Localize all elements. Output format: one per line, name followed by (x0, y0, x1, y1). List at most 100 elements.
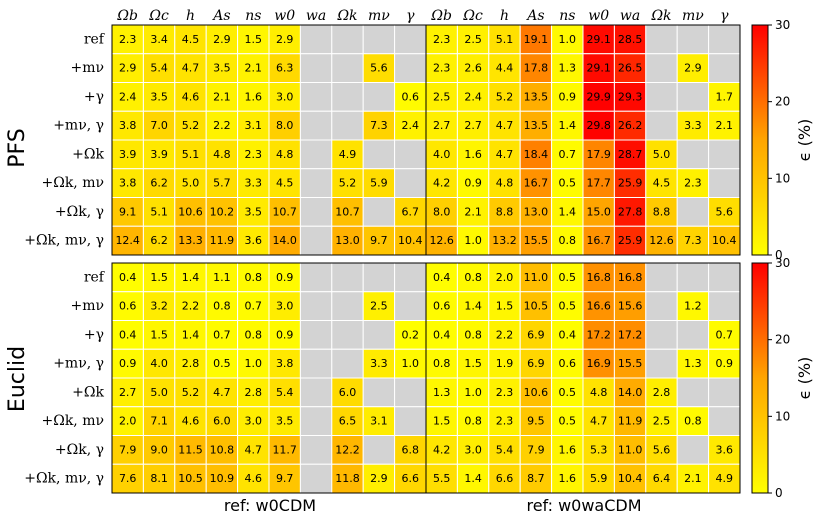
heatmap-cell (645, 262, 678, 293)
cell-value: 2.5 (464, 33, 482, 46)
cell-value: 4.7 (590, 415, 608, 428)
cell-value: 8.1 (150, 472, 168, 485)
column-label: Ωb (116, 8, 138, 24)
cell-value: 9.7 (276, 472, 294, 485)
cell-value: 6.4 (653, 472, 671, 485)
cell-value: 0.8 (684, 415, 702, 428)
colorbars: 0 10 20 30 ϵ (%) 0 10 20 30 ϵ (%) (751, 18, 814, 500)
heatmap-cell (519, 225, 553, 256)
heatmap-cell (111, 24, 144, 55)
heatmap-cell (488, 463, 521, 494)
heatmap-cell (331, 225, 364, 256)
cell-value: 3.6 (245, 234, 263, 247)
heatmap-cell (111, 435, 144, 465)
colorbar-pfs: 0 10 20 30 ϵ (%) (751, 18, 814, 262)
heatmap-cell (519, 406, 553, 436)
cell-value: 1.4 (464, 300, 482, 313)
colorbar-tick-label: 0 (775, 486, 783, 500)
heatmap-cell (331, 24, 364, 55)
heatmap-cell (299, 168, 333, 198)
heatmap-cell (582, 225, 615, 256)
heatmap-cell (111, 377, 144, 408)
heatmap-cell (551, 53, 584, 83)
cell-value: 3.3 (684, 119, 702, 132)
cell-value: 3.9 (119, 148, 137, 161)
heatmap-cell (645, 53, 678, 83)
heatmap-cell (174, 406, 207, 436)
heatmap-cell (708, 435, 741, 465)
column-label: w0 (274, 8, 295, 24)
heatmap-cell (142, 53, 176, 83)
heatmap-panels: 2.3 3.4 4.5 2.9 1.5 2.92.9 5.4 4.7 3.5 2.1 6.3 5.62… (111, 24, 741, 494)
cell-value: 13.5 (524, 90, 549, 103)
heatmap-cell (362, 463, 396, 494)
cell-value: 19.1 (524, 33, 549, 46)
cell-value: 1.7 (716, 90, 734, 103)
cell-value: 10.5 (524, 300, 549, 313)
cell-value: 16.7 (586, 234, 611, 247)
heatmap-cell (205, 82, 239, 112)
heatmap-cell (645, 320, 678, 350)
heatmap-cell (268, 53, 301, 83)
cell-value: 5.5 (433, 472, 451, 485)
cell-value: 8.0 (433, 205, 451, 218)
heatmap-cell (519, 262, 553, 293)
heatmap-cell (613, 406, 647, 436)
cell-value: 17.9 (586, 148, 611, 161)
cell-value: 3.8 (276, 357, 294, 370)
heatmap-cell (362, 24, 396, 55)
heatmap-cell (331, 291, 364, 321)
cell-value: 2.2 (182, 300, 200, 313)
cell-value: 4.6 (245, 472, 263, 485)
cell-value: 4.9 (339, 148, 357, 161)
cell-value: 3.0 (276, 300, 294, 313)
heatmap-cell (362, 53, 396, 83)
heatmap-cell (582, 139, 615, 170)
cell-value: 3.3 (245, 177, 263, 190)
cell-value: 2.9 (370, 472, 388, 485)
heatmap-cell (551, 139, 584, 170)
heatmap-panel-euclid-w0wacdm: 0.4 0.8 2.0 11.0 0.5 16.8 16.8 0.6 1.4 1.5 10.5 0.5… (425, 262, 741, 494)
cell-value: 3.9 (150, 148, 168, 161)
heatmap-cell (299, 463, 333, 494)
cell-value: 10.4 (618, 472, 643, 485)
heatmap-cell (456, 24, 490, 55)
heatmap-cell (394, 262, 427, 293)
heatmap-cell (331, 82, 364, 112)
cell-value: 1.5 (464, 357, 482, 370)
cell-value: 12.4 (115, 234, 140, 247)
cell-value: 1.6 (559, 472, 577, 485)
colorbar-tick-label: 30 (775, 18, 790, 32)
cell-value: 13.5 (524, 119, 549, 132)
cell-value: 5.1 (182, 148, 200, 161)
column-label: Ωk (650, 8, 671, 24)
heatmap-cell (299, 110, 333, 141)
column-label: w0 (588, 8, 609, 24)
cell-value: 12.6 (429, 234, 454, 247)
cell-value: 6.5 (339, 415, 357, 428)
heatmap-cell (268, 168, 301, 198)
cell-value: 1.2 (684, 300, 702, 313)
heatmap-cell (456, 82, 490, 112)
cell-value: 7.0 (150, 119, 168, 132)
heatmap-cell (394, 406, 427, 436)
cell-value: 0.7 (716, 328, 734, 341)
row-label: +γ (84, 89, 104, 105)
cell-value: 2.7 (433, 119, 451, 132)
heatmap-cell (582, 168, 615, 198)
heatmap-cell (394, 377, 427, 408)
cell-value: 13.0 (335, 234, 360, 247)
cell-value: 3.8 (119, 177, 137, 190)
cell-value: 1.3 (433, 386, 451, 399)
heatmap-cell (456, 110, 490, 141)
cell-value: 7.1 (150, 415, 168, 428)
cell-value: 2.1 (684, 472, 702, 485)
cell-value: 5.9 (590, 472, 608, 485)
heatmap-cell (299, 377, 333, 408)
heatmap-cell (205, 463, 239, 494)
heatmap-cell (582, 435, 615, 465)
cell-value: 2.8 (182, 357, 200, 370)
cell-value: 3.3 (370, 357, 388, 370)
heatmap-cell (331, 197, 364, 227)
cell-value: 2.8 (245, 386, 263, 399)
